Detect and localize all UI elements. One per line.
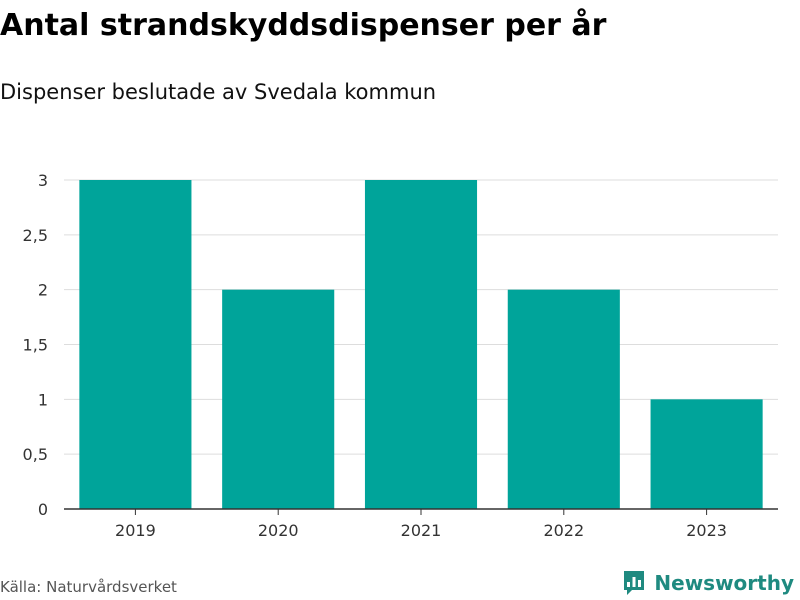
y-tick-label: 1,5 — [23, 336, 48, 355]
y-axis-ticks: 0 0,5 1 1,5 2 2,5 3 — [23, 171, 48, 519]
bar-2020 — [222, 289, 335, 509]
brand-logo: Newsworthy — [622, 569, 794, 597]
y-tick-label: 1 — [38, 390, 48, 409]
x-axis-ticks: 2019 2020 2021 2022 2023 — [115, 509, 727, 540]
y-tick-label: 0 — [38, 500, 48, 519]
x-tick-label: 2020 — [258, 521, 299, 540]
x-tick-label: 2019 — [115, 521, 156, 540]
bars — [79, 180, 763, 509]
bar-2023 — [650, 399, 763, 509]
y-tick-label: 3 — [38, 171, 48, 190]
y-tick-label: 2 — [38, 281, 48, 300]
y-tick-label: 0,5 — [23, 445, 48, 464]
x-tick-label: 2023 — [686, 521, 727, 540]
y-tick-label: 2,5 — [23, 226, 48, 245]
chart-title: Antal strandskyddsdispenser per år — [0, 8, 607, 43]
newsworthy-logo-icon — [624, 571, 645, 595]
bar-2019 — [79, 180, 192, 509]
bar-2022 — [507, 289, 620, 509]
x-tick-label: 2021 — [401, 521, 442, 540]
chart-subtitle: Dispenser beslutade av Svedala kommun — [0, 80, 437, 104]
bar-2021 — [364, 180, 478, 509]
source-note: Källa: Naturvårdsverket — [0, 578, 177, 596]
brand-name: Newsworthy — [654, 571, 794, 595]
x-tick-label: 2022 — [543, 521, 584, 540]
